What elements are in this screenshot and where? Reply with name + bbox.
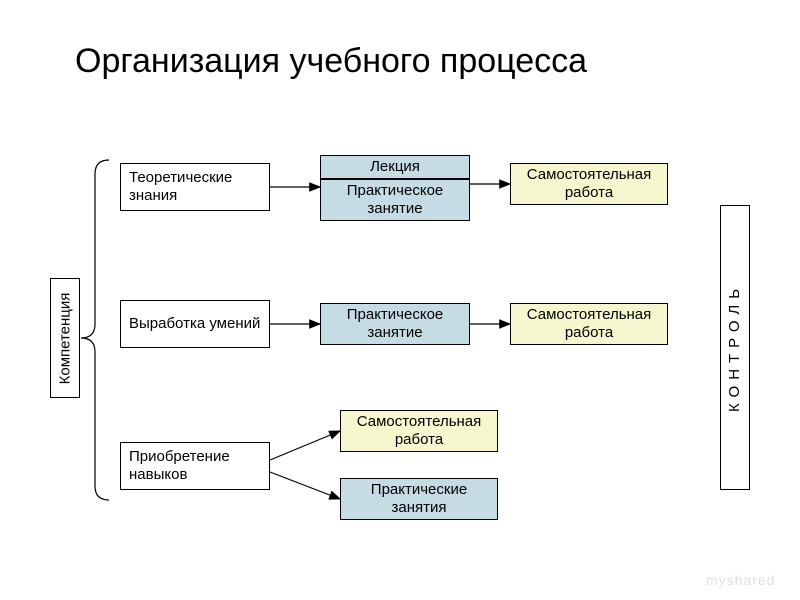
page-title: Организация учебного процесса (75, 42, 587, 81)
acquire-skills-box: Приобретение навыков (120, 442, 270, 490)
skills-dev-box: Выработка умений (120, 300, 270, 348)
selfwork-2-box: Самостоятельная работа (510, 303, 668, 345)
practical-3-box: Практические занятия (340, 478, 498, 520)
theoretical-knowledge-box: Теоретические знания (120, 163, 270, 211)
practical-2-box: Практическое занятие (320, 303, 470, 345)
selfwork-1-box: Самостоятельная работа (510, 163, 668, 205)
lecture-box: Лекция (320, 155, 470, 179)
practical-1-box: Практическое занятие (320, 179, 470, 221)
competence-box: Компетенция (50, 278, 80, 398)
competence-label: Компетенция (57, 292, 74, 384)
kontrol-label: КОНТРОЛЬ (727, 283, 744, 412)
kontrol-box: КОНТРОЛЬ (720, 205, 750, 490)
selfwork-3-box: Самостоятельная работа (340, 410, 498, 452)
watermark-text: myshared (706, 572, 775, 588)
